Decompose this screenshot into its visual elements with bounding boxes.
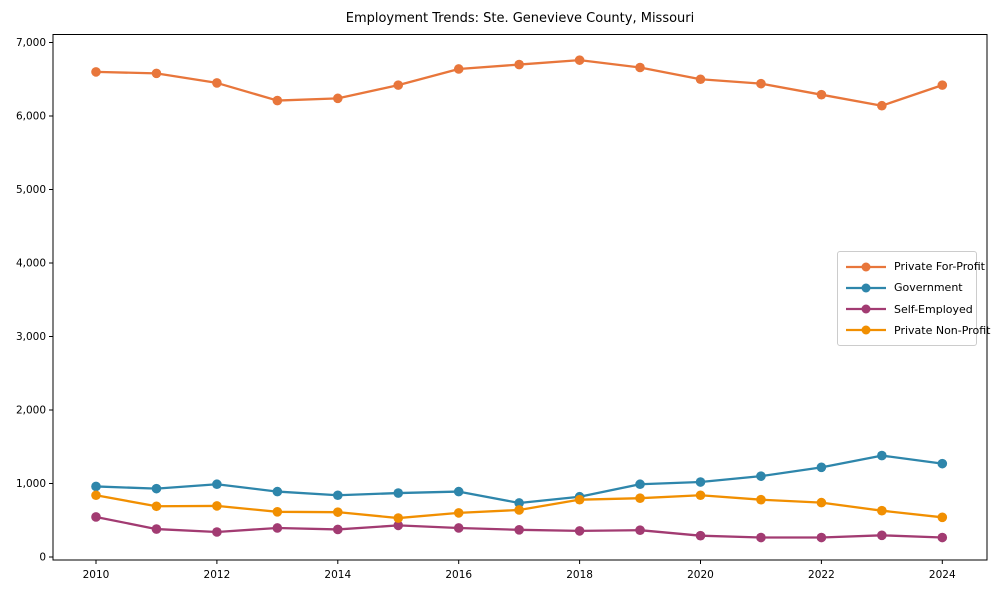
- y-tick-label: 1,000: [16, 478, 46, 490]
- data-point-self-employed: [756, 532, 766, 543]
- data-point-private-for-profit: [453, 64, 464, 74]
- y-tick-label: 0: [39, 552, 46, 564]
- data-point-self-employed: [333, 524, 343, 535]
- data-point-private-for-profit: [333, 93, 343, 104]
- legend-item-government: Government: [844, 278, 970, 298]
- data-point-private-non-profit: [272, 506, 283, 517]
- data-point-self-employed: [877, 530, 887, 541]
- data-point-private-for-profit: [91, 67, 101, 77]
- series-line-government: [94, 454, 944, 505]
- data-point-government: [333, 490, 343, 501]
- data-point-private-for-profit: [212, 78, 222, 88]
- data-point-self-employed: [272, 523, 283, 533]
- data-point-private-for-profit: [393, 80, 404, 90]
- y-tick-label: 5,000: [16, 184, 46, 196]
- data-point-self-employed: [393, 520, 404, 531]
- data-point-self-employed: [937, 532, 948, 543]
- data-point-government: [91, 481, 101, 492]
- x-tick-label: 2010: [83, 569, 110, 581]
- data-point-government: [695, 477, 706, 487]
- x-tick-label: 2016: [445, 569, 472, 581]
- data-point-private-non-profit: [816, 497, 827, 508]
- data-point-private-non-profit: [635, 493, 645, 504]
- data-point-government: [393, 488, 404, 498]
- data-point-government: [756, 471, 766, 481]
- axes-frame: [52, 34, 988, 561]
- data-point-self-employed: [453, 523, 464, 533]
- data-point-private-for-profit: [151, 68, 162, 79]
- data-point-private-non-profit: [937, 512, 948, 523]
- data-point-government: [514, 498, 524, 508]
- data-point-government: [937, 458, 948, 469]
- data-point-self-employed: [212, 527, 222, 537]
- data-point-private-non-profit: [695, 490, 706, 501]
- data-point-government: [877, 450, 887, 461]
- legend: Private For-Profit Government Self-Employe…: [837, 251, 990, 346]
- data-point-private-non-profit: [151, 501, 162, 512]
- legend-marker-private-non-profit: [846, 325, 886, 335]
- data-point-private-non-profit: [393, 513, 404, 523]
- data-point-private-non-profit: [877, 505, 887, 516]
- legend-marker-government: [846, 283, 886, 293]
- data-point-private-for-profit: [635, 62, 645, 73]
- data-point-private-for-profit: [514, 59, 524, 70]
- x-tick-label: 2012: [204, 569, 231, 581]
- data-point-self-employed: [695, 530, 706, 541]
- y-tick-label: 4,000: [16, 258, 46, 270]
- data-point-government: [453, 486, 464, 497]
- legend-label-self-employed: Self-Employed: [894, 302, 973, 316]
- data-point-private-non-profit: [574, 494, 585, 505]
- legend-label-private-for-profit: Private For-Profit: [894, 260, 985, 274]
- data-point-private-for-profit: [574, 55, 585, 65]
- x-tick-label: 2014: [324, 569, 351, 581]
- data-point-self-employed: [151, 524, 162, 534]
- legend-label-private-non-profit: Private Non-Profit: [894, 323, 991, 337]
- data-point-self-employed: [816, 532, 827, 543]
- chart-title: Employment Trends: Ste. Genevieve County…: [345, 11, 695, 26]
- legend-item-self-employed: Self-Employed: [844, 299, 973, 319]
- data-point-private-non-profit: [212, 501, 222, 511]
- data-point-government: [212, 479, 222, 490]
- x-tick-label: 2018: [566, 569, 593, 581]
- legend-marker-self-employed: [846, 304, 886, 314]
- y-tick-label: 7,000: [16, 37, 46, 49]
- data-point-private-non-profit: [756, 494, 766, 505]
- data-point-private-for-profit: [272, 95, 283, 106]
- legend-marker-private-for-profit: [846, 262, 886, 272]
- legend-item-private-non-profit: Private Non-Profit: [844, 320, 990, 340]
- x-tick-label: 2022: [808, 569, 835, 581]
- y-tick-label: 6,000: [16, 111, 46, 123]
- data-point-government: [272, 486, 283, 497]
- data-point-private-for-profit: [756, 78, 766, 89]
- data-point-private-for-profit: [695, 74, 706, 85]
- data-point-private-non-profit: [514, 505, 524, 515]
- data-point-self-employed: [91, 512, 101, 522]
- y-tick-label: 3,000: [16, 331, 46, 343]
- data-point-private-non-profit: [91, 490, 101, 501]
- data-point-private-for-profit: [816, 89, 827, 100]
- x-tick-label: 2024: [929, 569, 956, 581]
- data-point-government: [816, 462, 827, 473]
- legend-item-private-for-profit: Private For-Profit: [844, 257, 985, 277]
- data-point-self-employed: [514, 525, 524, 535]
- data-point-self-employed: [574, 526, 585, 536]
- data-point-private-for-profit: [877, 100, 887, 111]
- legend-label-government: Government: [894, 281, 963, 295]
- data-point-government: [635, 479, 645, 490]
- data-point-private-non-profit: [333, 507, 343, 517]
- data-point-private-for-profit: [937, 80, 948, 90]
- data-point-private-non-profit: [453, 508, 464, 518]
- y-tick-label: 2,000: [16, 405, 46, 417]
- data-point-self-employed: [635, 525, 645, 535]
- x-tick-label: 2020: [687, 569, 714, 581]
- data-point-government: [151, 483, 162, 494]
